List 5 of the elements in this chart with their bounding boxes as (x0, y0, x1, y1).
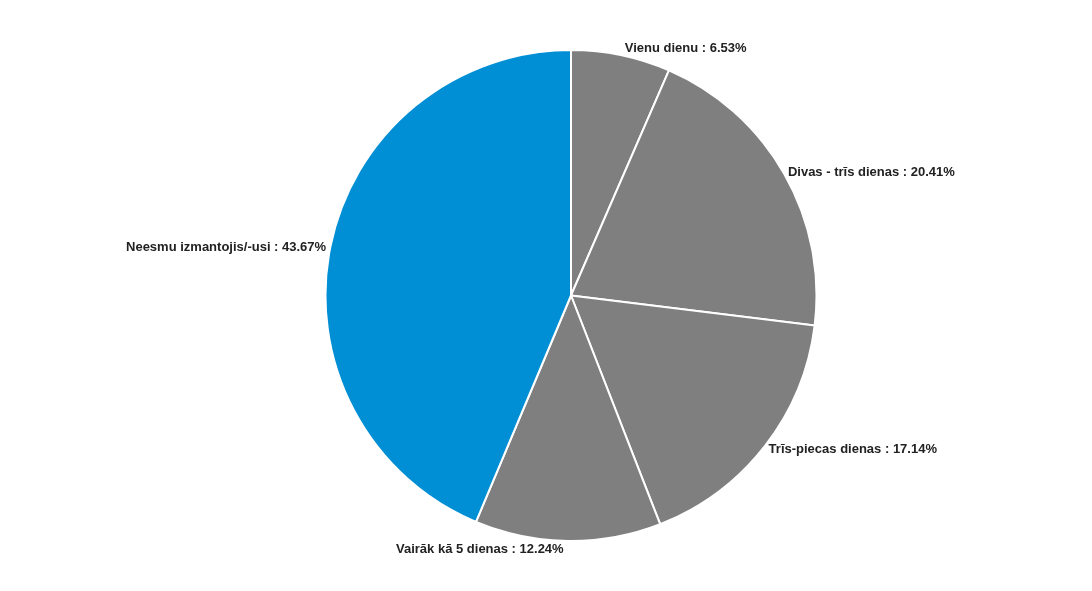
slice-label: Divas - trīs dienas : 20.41% (787, 164, 956, 180)
slice-label: Neesmu izmantojis/-usi : 43.67% (126, 239, 327, 255)
slice-label: Trīs-piecas dienas : 17.14% (768, 441, 938, 457)
slice-label: Vienu dienu : 6.53% (624, 40, 748, 56)
slice-label: Vairāk kā 5 dienas : 12.24% (395, 540, 565, 556)
